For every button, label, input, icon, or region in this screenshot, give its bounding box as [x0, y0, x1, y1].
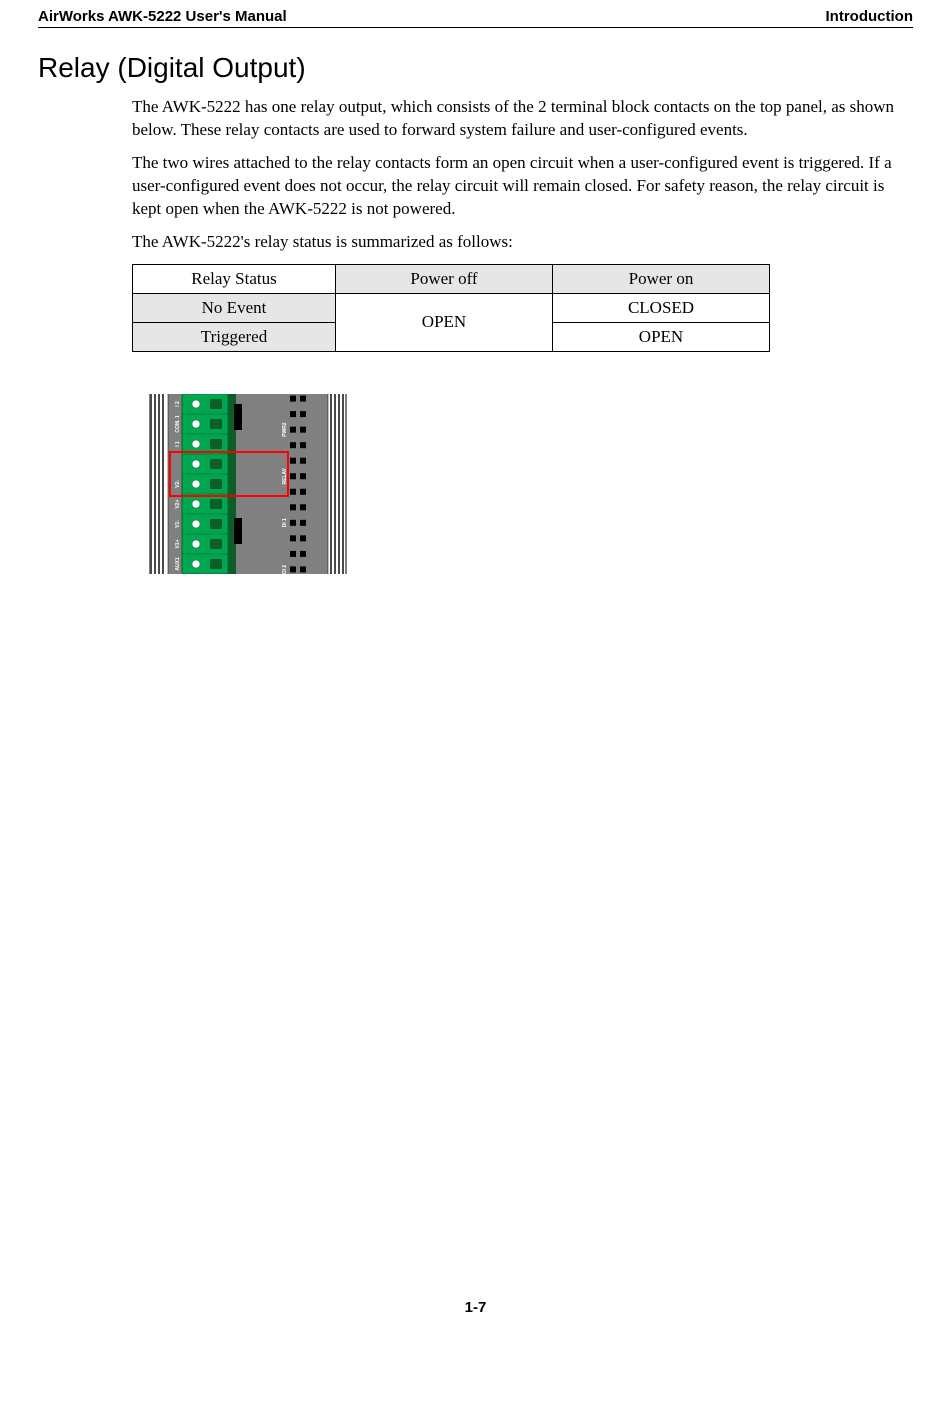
svg-text:V2-: V2-: [175, 479, 181, 487]
cell-power-on-header: Power on: [553, 264, 770, 293]
page-footer: 1-7: [38, 1299, 913, 1336]
svg-text:I 2: I 2: [175, 401, 181, 407]
svg-text:V1-: V1-: [175, 519, 181, 527]
svg-text:COM. 1: COM. 1: [175, 415, 181, 432]
device-svg: AUX1V1+V1-V2+V2-I 1COM. 1I 2COM. 2AUX2PW…: [148, 394, 548, 574]
cell-no-event: No Event: [133, 293, 336, 322]
cell-open-triggered: OPEN: [553, 322, 770, 351]
cell-open-poweroff: OPEN: [336, 293, 553, 351]
section-heading: Relay (Digital Output): [38, 52, 913, 84]
svg-text:V2+: V2+: [175, 499, 181, 508]
svg-text:V1+: V1+: [175, 539, 181, 548]
svg-text:PWR2: PWR2: [282, 422, 288, 437]
svg-text:DI 1: DI 1: [282, 518, 288, 527]
cell-power-off-header: Power off: [336, 264, 553, 293]
cell-triggered: Triggered: [133, 322, 336, 351]
svg-text:I 1: I 1: [175, 441, 181, 447]
paragraph-2: The two wires attached to the relay cont…: [132, 152, 913, 221]
cell-closed: CLOSED: [553, 293, 770, 322]
paragraph-1: The AWK-5222 has one relay output, which…: [132, 96, 913, 142]
table-row: No Event OPEN CLOSED: [133, 293, 770, 322]
page-header: AirWorks AWK-5222 User's Manual Introduc…: [38, 8, 913, 28]
table-row: Relay Status Power off Power on: [133, 264, 770, 293]
device-diagram: AUX1V1+V1-V2+V2-I 1COM. 1I 2COM. 2AUX2PW…: [148, 394, 913, 579]
header-right: Introduction: [826, 8, 913, 25]
cell-relay-status: Relay Status: [133, 264, 336, 293]
svg-text:AUX1: AUX1: [175, 557, 181, 571]
paragraph-3: The AWK-5222's relay status is summarize…: [132, 231, 913, 254]
svg-text:DI 2: DI 2: [282, 564, 288, 573]
header-left: AirWorks AWK-5222 User's Manual: [38, 8, 287, 25]
relay-status-table: Relay Status Power off Power on No Event…: [132, 264, 770, 352]
